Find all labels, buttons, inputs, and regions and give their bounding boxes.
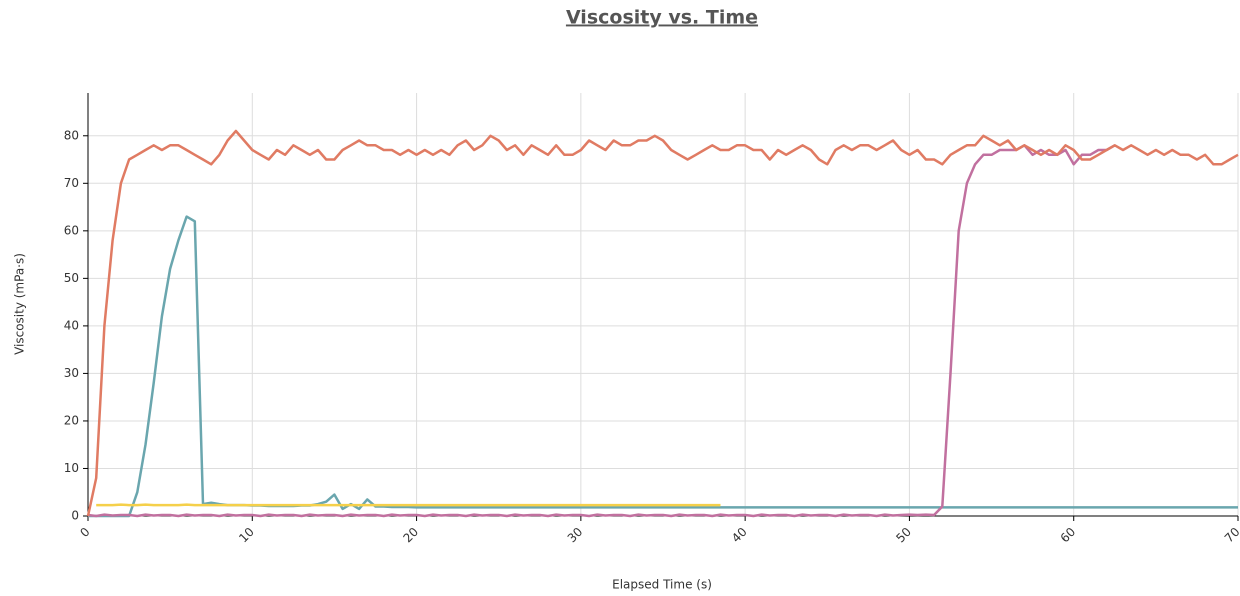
chart-title: Viscosity vs. Time xyxy=(566,7,758,29)
series-line xyxy=(87,144,1116,518)
x-tick-label: 0 xyxy=(77,525,92,540)
series-line xyxy=(88,215,1238,518)
series-line xyxy=(96,503,721,507)
y-tick-label: 0 xyxy=(71,509,79,523)
x-axis-label: Elapsed Time (s) xyxy=(612,578,712,592)
x-tick-label: 40 xyxy=(729,525,750,546)
y-tick-label: 30 xyxy=(64,366,79,380)
y-axis-label: Viscosity (mPa·s) xyxy=(13,253,27,355)
x-tick-label: 30 xyxy=(565,525,586,546)
x-tick-label: 20 xyxy=(400,525,421,546)
x-tick-label: 70 xyxy=(1222,525,1240,546)
x-tick-label: 60 xyxy=(1058,525,1079,546)
x-tick-label: 10 xyxy=(236,525,257,546)
y-tick-label: 10 xyxy=(64,461,79,475)
y-tick-label: 80 xyxy=(64,128,79,142)
series-line xyxy=(86,129,1239,517)
y-tick-label: 40 xyxy=(64,318,79,332)
y-tick-label: 20 xyxy=(64,413,79,427)
y-tick-label: 50 xyxy=(64,271,79,285)
y-tick-label: 70 xyxy=(64,176,79,190)
y-tick-label: 60 xyxy=(64,223,79,237)
x-tick-label: 50 xyxy=(893,525,914,546)
